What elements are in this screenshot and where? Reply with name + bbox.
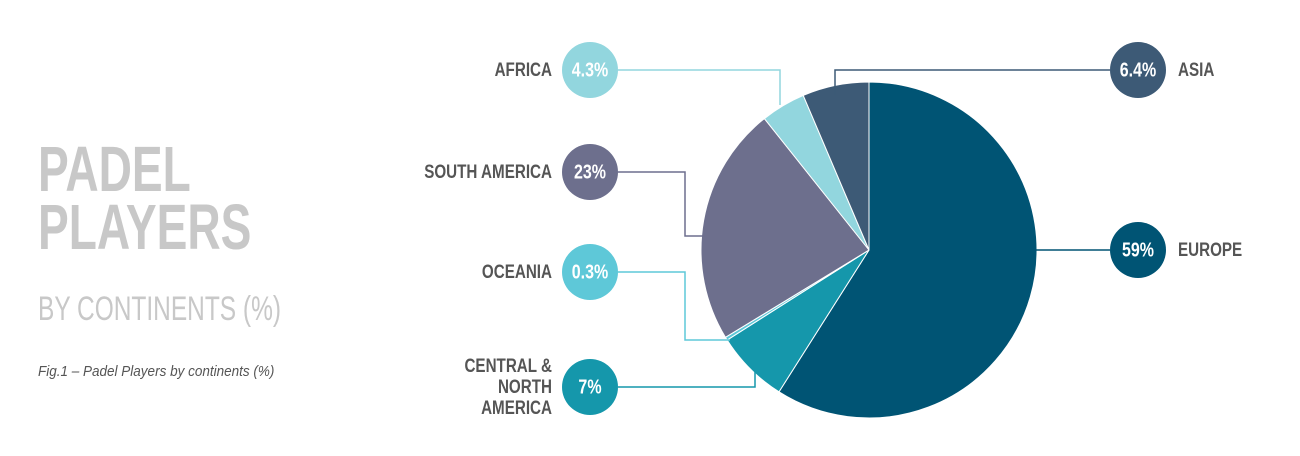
connector <box>618 69 781 105</box>
connector <box>618 372 756 388</box>
value-bubble <box>1110 222 1166 278</box>
pie-slice <box>700 117 870 339</box>
value-label: 6.4% <box>1120 59 1156 81</box>
value-label: 4.3% <box>572 59 608 81</box>
category-label: SOUTH AMERICA <box>424 161 552 183</box>
value-bubble <box>1110 42 1166 98</box>
value-label: 59% <box>1122 239 1154 261</box>
pie-slice <box>778 81 1038 419</box>
chart-title: PADEL PLAYERS <box>38 133 252 263</box>
value-bubble <box>562 244 618 300</box>
value-label: 23% <box>574 161 606 183</box>
connector <box>618 171 705 237</box>
category-label: OCEANIA <box>481 261 552 283</box>
value-bubble <box>562 42 618 98</box>
value-bubble <box>562 359 618 415</box>
value-label: 7% <box>578 376 601 398</box>
value-label: 0.3% <box>572 261 608 283</box>
value-bubble <box>562 144 618 200</box>
caption: Fig.1 – Padel Players by continents (%) <box>38 363 275 380</box>
connector <box>834 69 1110 95</box>
chart-subtitle: BY CONTINENTS (%) <box>38 290 282 328</box>
connector <box>618 271 730 341</box>
category-label: EUROPE <box>1178 239 1243 261</box>
category-label: AFRICA <box>494 59 552 81</box>
category-label: ASIA <box>1178 59 1215 81</box>
category-label: CENTRAL & NORTH AMERICA <box>464 355 552 419</box>
